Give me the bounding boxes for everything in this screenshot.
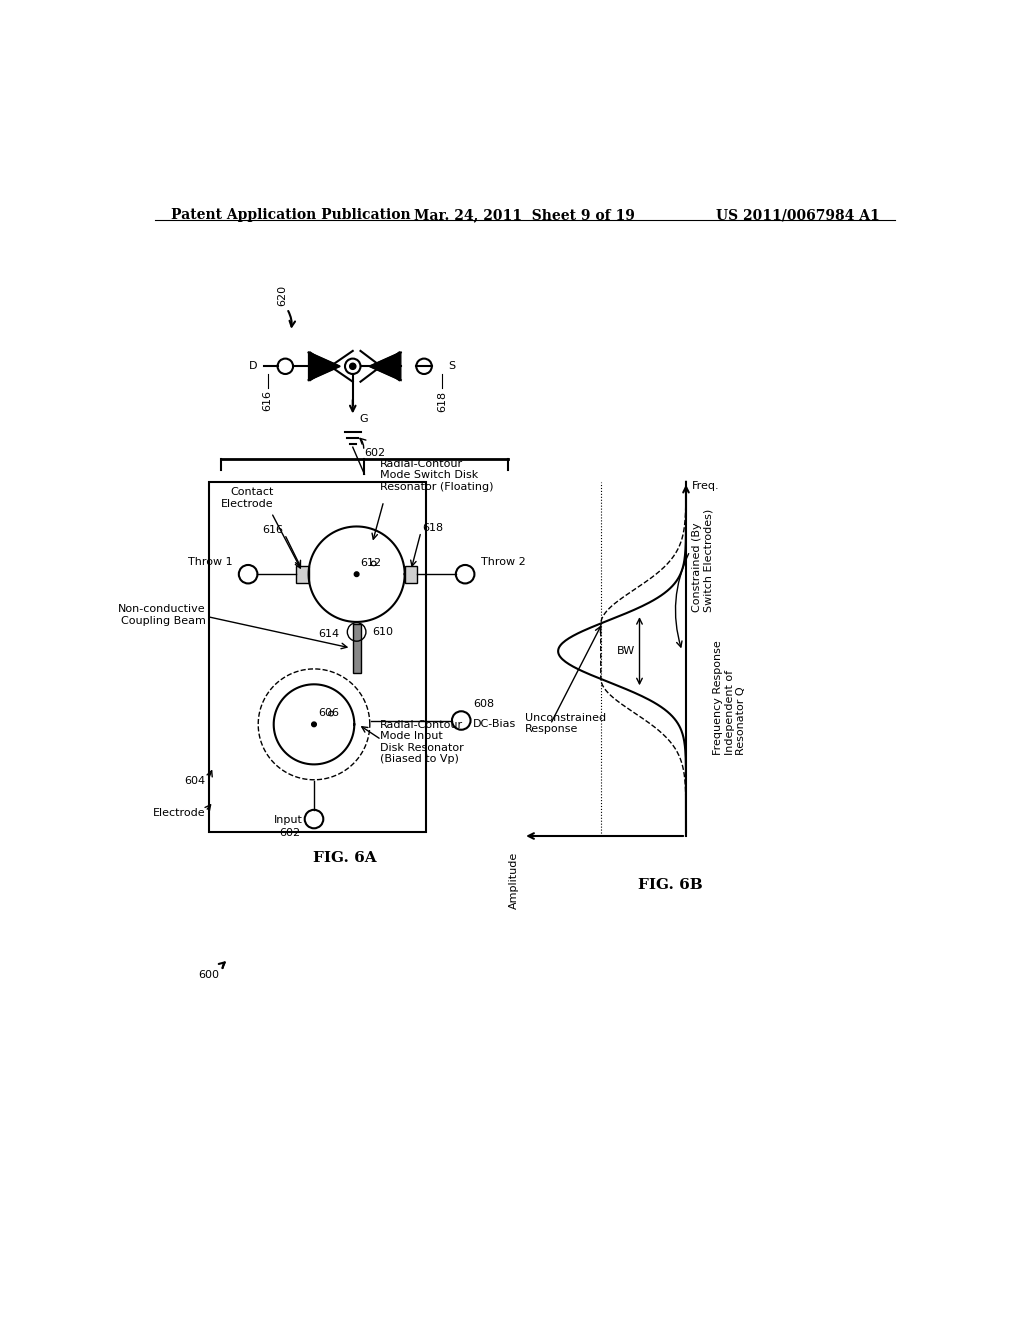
- Text: 618: 618: [423, 523, 443, 533]
- Text: Frequency Response
Independent of
Resonator Q: Frequency Response Independent of Resona…: [713, 640, 746, 755]
- Text: Throw 2: Throw 2: [480, 557, 525, 568]
- Text: Electrode: Electrode: [153, 808, 206, 818]
- Text: Patent Application Publication: Patent Application Publication: [171, 209, 411, 223]
- Text: 606: 606: [317, 709, 339, 718]
- Text: 604: 604: [184, 776, 206, 785]
- Text: G: G: [359, 414, 368, 424]
- Circle shape: [354, 572, 359, 577]
- Bar: [296, 566, 308, 582]
- Text: D: D: [249, 362, 257, 371]
- Text: Input: Input: [273, 816, 302, 825]
- Text: 614: 614: [318, 630, 340, 639]
- Text: 616: 616: [262, 525, 283, 536]
- Text: Amplitude: Amplitude: [509, 851, 519, 908]
- Text: 600: 600: [199, 970, 219, 979]
- Text: 616: 616: [262, 391, 272, 412]
- Text: 620: 620: [278, 285, 288, 306]
- Text: FIG. 6A: FIG. 6A: [313, 851, 377, 866]
- Text: Constrained (By
Switch Electrodes): Constrained (By Switch Electrodes): [692, 508, 714, 612]
- Text: S: S: [449, 362, 456, 371]
- Text: US 2011/0067984 A1: US 2011/0067984 A1: [716, 209, 880, 223]
- Text: Throw 1: Throw 1: [188, 557, 232, 568]
- Bar: [352, 624, 360, 673]
- Polygon shape: [308, 352, 340, 380]
- Text: Radial-Contour
Mode Input
Disk Resonator
(Biased to Vp): Radial-Contour Mode Input Disk Resonator…: [380, 719, 464, 764]
- Text: 612: 612: [360, 558, 382, 568]
- Text: 610: 610: [372, 627, 393, 638]
- Text: Unconstrained
Response: Unconstrained Response: [524, 713, 606, 734]
- Text: Radial-Contour
Mode Switch Disk
Resonator (Floating): Radial-Contour Mode Switch Disk Resonato…: [380, 458, 494, 492]
- Circle shape: [349, 363, 356, 370]
- Bar: [404, 566, 417, 582]
- Text: DC-Bias: DC-Bias: [473, 719, 516, 730]
- Text: Non-conductive
Coupling Beam: Non-conductive Coupling Beam: [118, 605, 206, 626]
- Text: Mar. 24, 2011  Sheet 9 of 19: Mar. 24, 2011 Sheet 9 of 19: [415, 209, 635, 223]
- Text: Contact
Electrode: Contact Electrode: [221, 487, 273, 508]
- Text: 602: 602: [365, 449, 385, 458]
- Polygon shape: [370, 352, 400, 380]
- Text: Freq.: Freq.: [692, 480, 720, 491]
- Text: 618: 618: [437, 391, 446, 412]
- Text: BW: BW: [617, 647, 636, 656]
- Circle shape: [311, 722, 316, 726]
- Text: 608: 608: [473, 698, 494, 709]
- Text: 602: 602: [279, 828, 300, 838]
- Text: FIG. 6B: FIG. 6B: [638, 878, 702, 892]
- Bar: [209, 482, 426, 832]
